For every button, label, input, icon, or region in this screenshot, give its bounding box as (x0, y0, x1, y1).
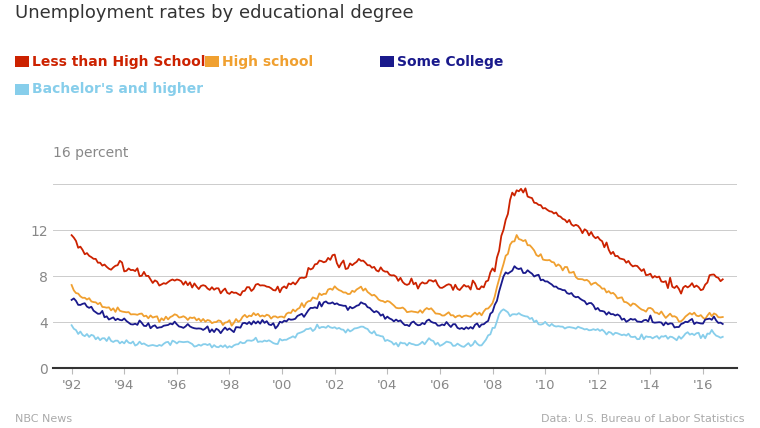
Text: Bachelor's and higher: Bachelor's and higher (32, 83, 203, 96)
Text: Less than High School: Less than High School (32, 55, 205, 68)
Text: High school: High school (222, 55, 313, 68)
Text: 16 percent: 16 percent (53, 146, 128, 160)
Text: Unemployment rates by educational degree: Unemployment rates by educational degree (15, 4, 414, 22)
Text: Some College: Some College (397, 55, 503, 68)
Text: NBC News: NBC News (15, 414, 72, 424)
Text: Data: U.S. Bureau of Labor Statistics: Data: U.S. Bureau of Labor Statistics (541, 414, 745, 424)
